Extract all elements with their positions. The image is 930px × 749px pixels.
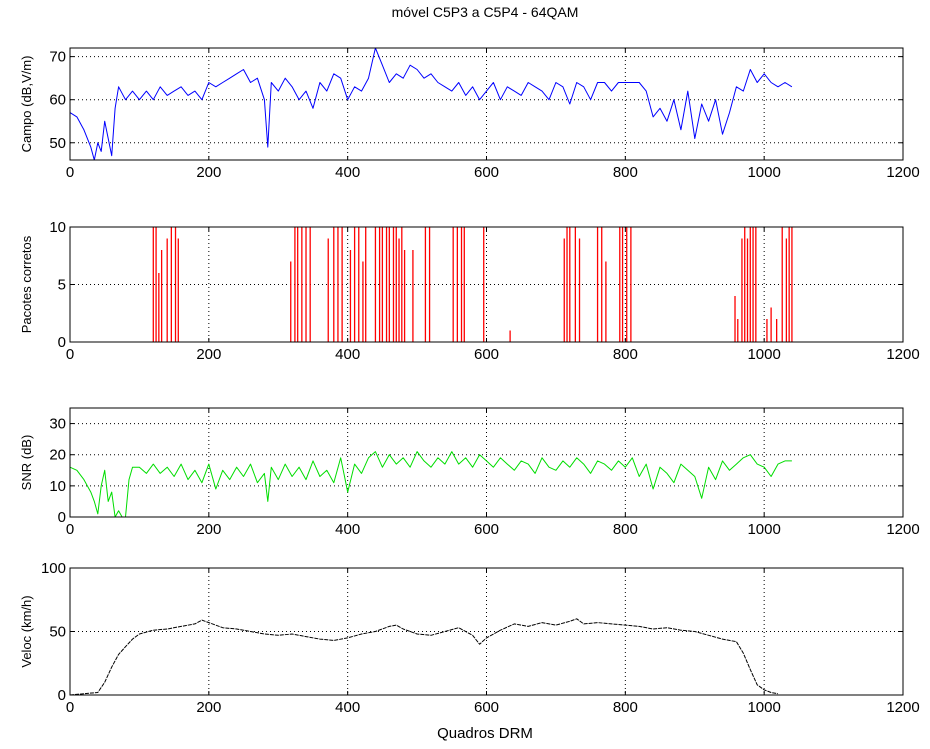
veloc-y-axis-label: Veloc (km/h) — [19, 595, 34, 667]
campo-ytick-label-1: 60 — [49, 92, 66, 109]
veloc-ytick-label-2: 100 — [41, 560, 66, 577]
veloc-series-line — [69, 618, 779, 696]
pacotes-xtick-label-5: 1000 — [747, 346, 780, 363]
veloc-ytick-label-0: 0 — [58, 687, 66, 704]
campo-xtick-label-3: 600 — [474, 164, 499, 181]
pacotes-ytick-label-2: 10 — [49, 219, 66, 236]
pacotes-ytick-label-0: 0 — [58, 334, 66, 351]
subplot-veloc: 0 200 400 600 800 1000 1200 0 50 100 Veloc (km/h) — [19, 560, 920, 716]
pacotes-xtick-label-6: 1200 — [886, 346, 919, 363]
campo-xtick-label-1: 200 — [196, 164, 221, 181]
snr-xtick-label-1: 200 — [196, 521, 221, 538]
snr-ytick-label-0: 0 — [58, 509, 66, 526]
pacotes-xtick-label-0: 0 — [66, 346, 74, 363]
pacotes-y-axis-label: Pacotes corretos — [19, 235, 34, 333]
campo-xtick-label-4: 800 — [613, 164, 638, 181]
veloc-xtick-label-2: 400 — [335, 699, 360, 716]
snr-xtick-label-5: 1000 — [747, 521, 780, 538]
snr-xtick-label-6: 1200 — [886, 521, 919, 538]
snr-xtick-label-3: 600 — [474, 521, 499, 538]
campo-xtick-label-5: 1000 — [747, 164, 780, 181]
snr-xtick-label-0: 0 — [66, 521, 74, 538]
pacotes-ytick-label-1: 5 — [58, 277, 66, 294]
pacotes-xtick-label-3: 600 — [474, 346, 499, 363]
veloc-xtick-label-0: 0 — [66, 699, 74, 716]
pacotes-xtick-label-1: 200 — [196, 346, 221, 363]
veloc-xtick-label-6: 1200 — [886, 699, 919, 716]
campo-ytick-label-0: 50 — [49, 135, 66, 152]
pacotes-xtick-label-2: 400 — [335, 346, 360, 363]
subplot-campo: 0 200 400 600 800 1000 1200 50 60 70 Campo (dB,V/m… — [19, 47, 920, 181]
subplot-snr: 0 200 400 600 800 1000 1200 0 10 20 30 SNR (dB) — [19, 407, 920, 538]
campo-ytick-label-2: 70 — [49, 49, 66, 66]
campo-xtick-label-2: 400 — [335, 164, 360, 181]
x-axis-label: Quadros DRM — [437, 725, 533, 742]
veloc-xtick-label-5: 1000 — [747, 699, 780, 716]
veloc-ytick-label-1: 50 — [49, 624, 66, 641]
campo-series-line — [69, 47, 793, 161]
veloc-xtick-label-1: 200 — [196, 699, 221, 716]
pacotes-xtick-label-4: 800 — [613, 346, 638, 363]
subplot-pacotes: 0 200 400 600 800 1000 1200 0 5 10 Pacotes correto… — [19, 219, 920, 363]
campo-xtick-label-6: 1200 — [886, 164, 919, 181]
figure-title: móvel C5P3 a C5P4 - 64QAM — [392, 4, 579, 20]
snr-xtick-label-4: 800 — [613, 521, 638, 538]
veloc-xtick-label-3: 600 — [474, 699, 499, 716]
snr-ytick-label-3: 30 — [49, 416, 66, 433]
snr-ytick-label-1: 10 — [49, 478, 66, 495]
snr-series-line — [69, 451, 792, 518]
veloc-xtick-label-4: 800 — [613, 699, 638, 716]
campo-y-axis-label: Campo (dB,V/m) — [19, 56, 34, 153]
snr-ytick-label-2: 20 — [49, 447, 66, 464]
snr-xtick-label-2: 400 — [335, 521, 360, 538]
campo-xtick-label-0: 0 — [66, 164, 74, 181]
snr-y-axis-label: SNR (dB) — [19, 435, 34, 491]
